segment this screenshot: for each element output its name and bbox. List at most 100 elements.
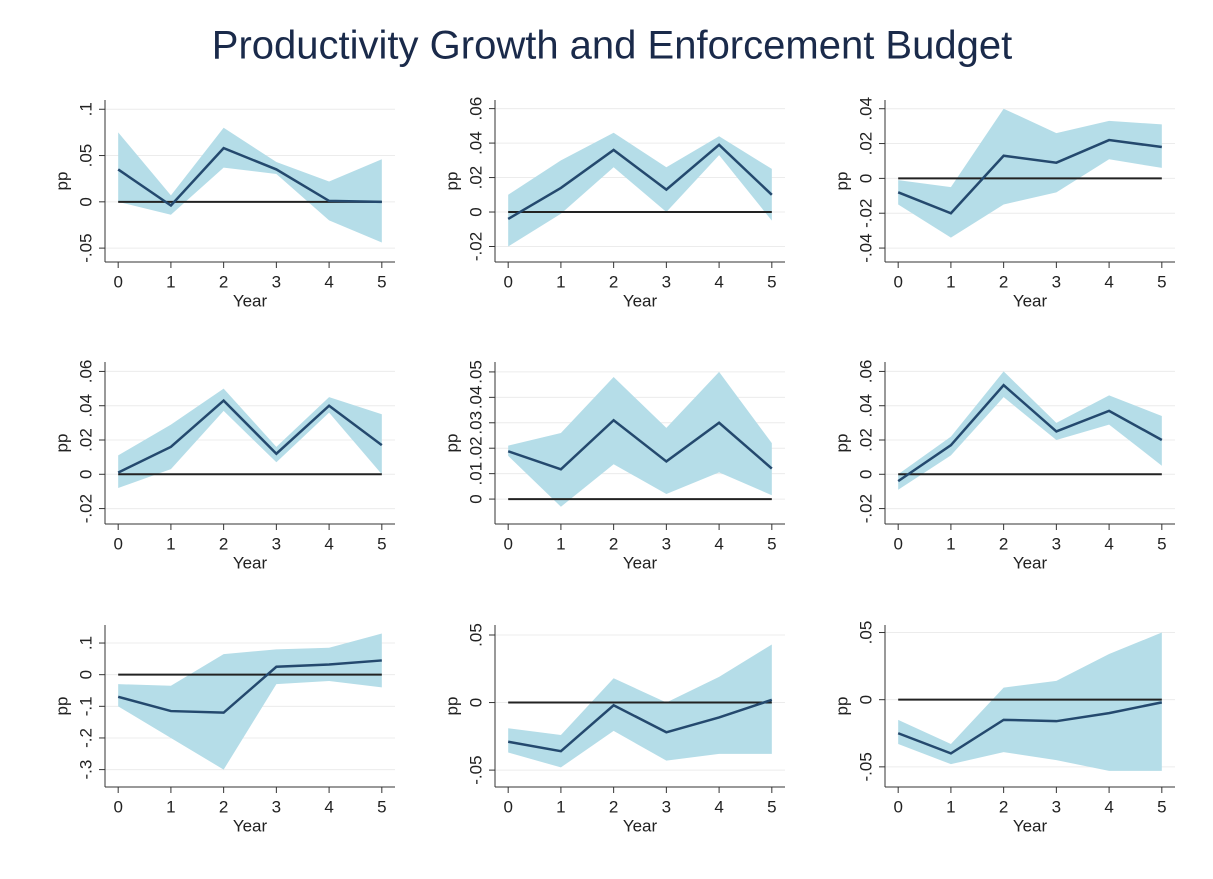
- x-tick-label: 5: [1157, 272, 1166, 291]
- x-axis-label: Year: [1013, 291, 1048, 310]
- y-tick-label: .02: [856, 428, 875, 452]
- y-tick-label: 0: [856, 695, 875, 704]
- x-tick-label: 4: [714, 534, 723, 553]
- panel: -.04 -.02 0 .02 .04 0 1 2 3 4 5 Year pp: [832, 97, 1175, 310]
- x-tick-label: 2: [999, 797, 1008, 816]
- estimate-line: [507, 418, 773, 471]
- y-axis-label: pp: [832, 172, 851, 191]
- y-tick-label: .04: [856, 394, 875, 418]
- x-tick-label: 5: [767, 797, 776, 816]
- x-tick-label: 0: [893, 534, 902, 553]
- x-tick-label: 0: [113, 272, 122, 291]
- y-tick-label: 0: [466, 494, 485, 503]
- y-tick-label: .05: [856, 621, 875, 645]
- x-tick-label: 0: [113, 534, 122, 553]
- x-tick-label: 0: [503, 534, 512, 553]
- x-axis-label: Year: [233, 553, 268, 572]
- x-tick-label: 2: [609, 272, 618, 291]
- y-tick-label: 0: [76, 470, 95, 479]
- confidence-band: [898, 632, 1162, 771]
- x-tick-label: 1: [166, 534, 175, 553]
- x-axis-label: Year: [623, 553, 658, 572]
- x-tick-label: 3: [1052, 797, 1061, 816]
- panel: 0 .01 .02.03.04 .05 0 1 2 3 4 5 Year pp: [442, 360, 785, 572]
- panel: -.02 0 .02 .04 .06 0 1 2 3 4 5 Year pp: [442, 97, 785, 310]
- y-tick-label: .02: [76, 428, 95, 452]
- x-tick-label: 0: [893, 272, 902, 291]
- confidence-band: [508, 644, 772, 768]
- panel: -.02 0 .02 .04 .06 0 1 2 3 4 5 Year pp: [832, 360, 1175, 572]
- panel: -.3 -.2 -.1 0 .1 0 1 2 3 4 5 Year pp: [52, 625, 395, 835]
- estimate-line: [897, 383, 1163, 483]
- x-tick-label: 4: [1104, 272, 1113, 291]
- y-tick-label: .05: [466, 623, 485, 647]
- y-tick-label: .06: [856, 360, 875, 384]
- estimate-line: [117, 659, 382, 714]
- x-tick-label: 3: [272, 797, 281, 816]
- panel: -.05 0 .05 0 1 2 3 4 5 Year pp: [442, 623, 785, 835]
- y-tick-label: .1: [76, 636, 95, 650]
- y-axis-label: pp: [52, 172, 71, 191]
- y-tick-label: 0: [76, 197, 95, 206]
- y-tick-label: 0: [76, 670, 95, 679]
- x-tick-label: 2: [609, 534, 618, 553]
- x-tick-label: 5: [767, 272, 776, 291]
- y-tick-label: 0: [856, 470, 875, 479]
- y-tick-label: .05: [466, 360, 485, 384]
- x-axis-label: Year: [1013, 816, 1048, 835]
- y-tick-label: -.04: [856, 233, 875, 262]
- x-tick-label: 1: [166, 797, 175, 816]
- x-tick-label: 2: [219, 797, 228, 816]
- y-tick-label: .04: [466, 131, 485, 155]
- estimate-line: [117, 398, 383, 474]
- x-axis-label: Year: [623, 816, 658, 835]
- confidence-band: [508, 132, 772, 247]
- x-axis-label: Year: [1013, 553, 1048, 572]
- x-tick-label: 3: [662, 797, 671, 816]
- estimate-line: [117, 146, 382, 208]
- x-tick-label: 5: [377, 272, 386, 291]
- x-tick-label: 1: [556, 797, 565, 816]
- y-tick-label: .06: [466, 97, 485, 121]
- x-tick-label: 4: [324, 797, 333, 816]
- x-tick-label: 4: [1104, 534, 1113, 553]
- x-tick-label: 3: [1052, 272, 1061, 291]
- y-tick-label: 0: [466, 207, 485, 216]
- x-tick-label: 0: [503, 272, 512, 291]
- estimate-line: [897, 701, 1163, 755]
- x-tick-label: 2: [219, 272, 228, 291]
- y-tick-label: .05: [76, 144, 95, 168]
- x-tick-label: 0: [113, 797, 122, 816]
- y-axis-label: pp: [52, 697, 71, 716]
- confidence-band: [118, 127, 382, 243]
- y-tick-label: .04: [856, 97, 875, 121]
- x-tick-label: 1: [166, 272, 175, 291]
- y-tick-label: 0: [466, 698, 485, 707]
- y-tick-label: .04: [76, 394, 95, 418]
- y-tick-label: .02: [466, 166, 485, 190]
- x-tick-label: 3: [1052, 534, 1061, 553]
- y-axis-label: pp: [442, 434, 461, 453]
- y-tick-label: .03: [466, 411, 485, 435]
- x-tick-label: 4: [714, 797, 723, 816]
- y-tick-label: -.05: [76, 233, 95, 262]
- y-tick-label: -.05: [466, 755, 485, 784]
- y-tick-label: .02: [856, 132, 875, 156]
- y-tick-label: .1: [76, 102, 95, 116]
- x-tick-label: 4: [714, 272, 723, 291]
- x-tick-label: 5: [377, 534, 386, 553]
- y-tick-label: -.02: [856, 494, 875, 523]
- x-tick-label: 1: [556, 272, 565, 291]
- figure-title: Productivity Growth and Enforcement Budg…: [212, 24, 1012, 68]
- x-tick-label: 1: [946, 534, 955, 553]
- y-axis-label: pp: [832, 434, 851, 453]
- x-tick-label: 2: [999, 272, 1008, 291]
- x-tick-label: 5: [1157, 797, 1166, 816]
- x-tick-label: 3: [272, 272, 281, 291]
- x-tick-label: 4: [324, 534, 333, 553]
- panel: -.02 0 .02 .04 .06 0 1 2 3 4 5 Year pp: [52, 360, 395, 572]
- x-tick-label: 5: [377, 797, 386, 816]
- x-axis-label: Year: [623, 291, 658, 310]
- y-tick-label: -.02: [466, 232, 485, 261]
